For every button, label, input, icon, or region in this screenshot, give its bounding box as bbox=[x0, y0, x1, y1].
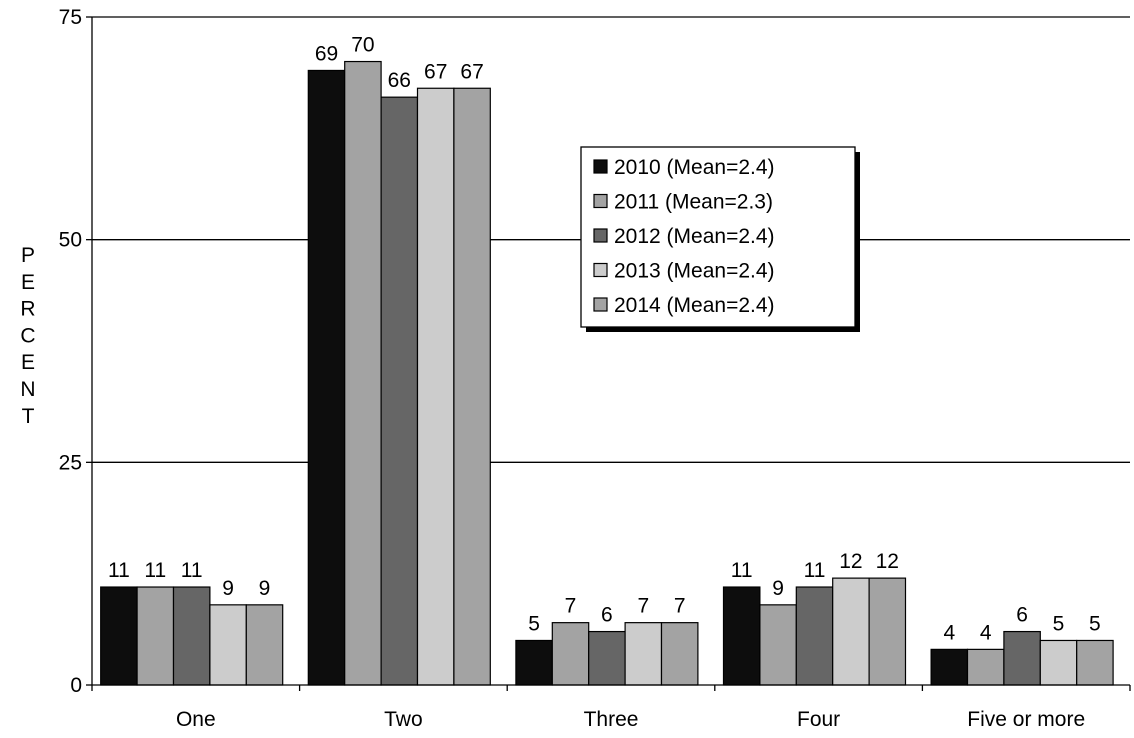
legend-label: 2012 (Mean=2.4) bbox=[614, 225, 775, 248]
legend-swatch bbox=[593, 297, 608, 312]
data-label: 7 bbox=[674, 595, 686, 618]
bar bbox=[588, 630, 626, 686]
bar bbox=[453, 87, 491, 686]
y-tick-label: 0 bbox=[70, 674, 82, 697]
data-label: 11 bbox=[144, 559, 166, 582]
bar bbox=[136, 586, 175, 686]
y-tick-label: 25 bbox=[59, 451, 82, 474]
bar bbox=[868, 577, 907, 686]
bar bbox=[759, 604, 797, 686]
data-label: 12 bbox=[839, 550, 862, 573]
data-label: 9 bbox=[772, 577, 784, 600]
data-label: 70 bbox=[351, 34, 374, 57]
x-tick-label: Three bbox=[584, 708, 639, 731]
data-label: 6 bbox=[601, 604, 613, 627]
legend-swatch bbox=[593, 193, 608, 209]
bar bbox=[344, 60, 382, 686]
legend-swatch bbox=[593, 159, 608, 174]
y-axis-label-letter: C bbox=[20, 324, 35, 347]
legend-swatch bbox=[593, 228, 608, 243]
bars bbox=[100, 60, 1114, 686]
data-label: 7 bbox=[565, 595, 577, 618]
bar bbox=[100, 586, 138, 686]
x-tick-label: One bbox=[176, 708, 216, 731]
data-label: 11 bbox=[804, 559, 826, 582]
legend-swatch bbox=[593, 262, 608, 278]
legend-label: 2010 (Mean=2.4) bbox=[614, 156, 775, 179]
bar bbox=[416, 87, 455, 686]
data-label: 5 bbox=[1089, 612, 1101, 635]
bar bbox=[209, 604, 247, 686]
data-label: 11 bbox=[731, 559, 753, 582]
bar bbox=[172, 586, 211, 686]
data-label: 12 bbox=[876, 550, 899, 573]
data-label: 5 bbox=[528, 612, 540, 635]
y-axis-label-letter: R bbox=[20, 298, 35, 321]
y-axis-label-letter: P bbox=[21, 244, 35, 267]
bar bbox=[307, 69, 346, 686]
y-tick-label: 75 bbox=[59, 6, 82, 29]
legend-box bbox=[580, 146, 856, 328]
legend-label: 2014 (Mean=2.4) bbox=[614, 294, 775, 317]
data-label: 5 bbox=[1053, 612, 1065, 635]
x-tick-label: Five or more bbox=[967, 708, 1085, 731]
data-label: 11 bbox=[181, 559, 203, 582]
data-label: 7 bbox=[637, 595, 649, 618]
data-label: 6 bbox=[1016, 604, 1028, 627]
bar bbox=[930, 648, 969, 686]
data-label: 9 bbox=[259, 577, 271, 600]
bar bbox=[551, 622, 590, 686]
y-axis-label-letter: E bbox=[21, 271, 35, 294]
bar bbox=[966, 648, 1005, 686]
y-axis-label-letter: N bbox=[20, 378, 35, 401]
legend-label: 2011 (Mean=2.3) bbox=[614, 191, 773, 214]
data-label: 66 bbox=[388, 69, 411, 92]
bar bbox=[624, 622, 663, 686]
y-axis-label-letter: E bbox=[21, 351, 35, 374]
bar bbox=[1003, 630, 1041, 686]
data-label: 67 bbox=[424, 60, 447, 83]
data-label: 67 bbox=[460, 60, 483, 83]
data-label: 69 bbox=[315, 42, 338, 65]
y-axis-label-letter: T bbox=[22, 405, 35, 428]
data-label: 9 bbox=[222, 577, 234, 600]
y-tick-label: 50 bbox=[59, 229, 82, 252]
bar bbox=[832, 577, 870, 686]
x-tick-label: Four bbox=[797, 708, 840, 731]
legend: 2010 (Mean=2.4) 2011 (Mean=2.3) 2012 (Mean… bbox=[580, 146, 860, 332]
x-axis-ticks: One Two Three Four Five or more bbox=[91, 685, 1131, 731]
bar bbox=[660, 622, 699, 686]
bar bbox=[1076, 639, 1114, 686]
bar bbox=[245, 604, 284, 686]
bar bbox=[795, 586, 834, 686]
bar bbox=[515, 639, 553, 686]
bar bbox=[1039, 639, 1078, 686]
data-label: 4 bbox=[980, 621, 992, 644]
legend-label: 2013 (Mean=2.4) bbox=[614, 260, 775, 283]
y-axis-ticks: 0 25 50 75 bbox=[59, 6, 92, 697]
axes bbox=[91, 17, 1130, 686]
x-tick-label: Two bbox=[384, 708, 423, 731]
data-label: 11 bbox=[108, 559, 130, 582]
data-label: 4 bbox=[943, 621, 955, 644]
bar bbox=[380, 96, 419, 686]
bar bbox=[722, 586, 761, 686]
